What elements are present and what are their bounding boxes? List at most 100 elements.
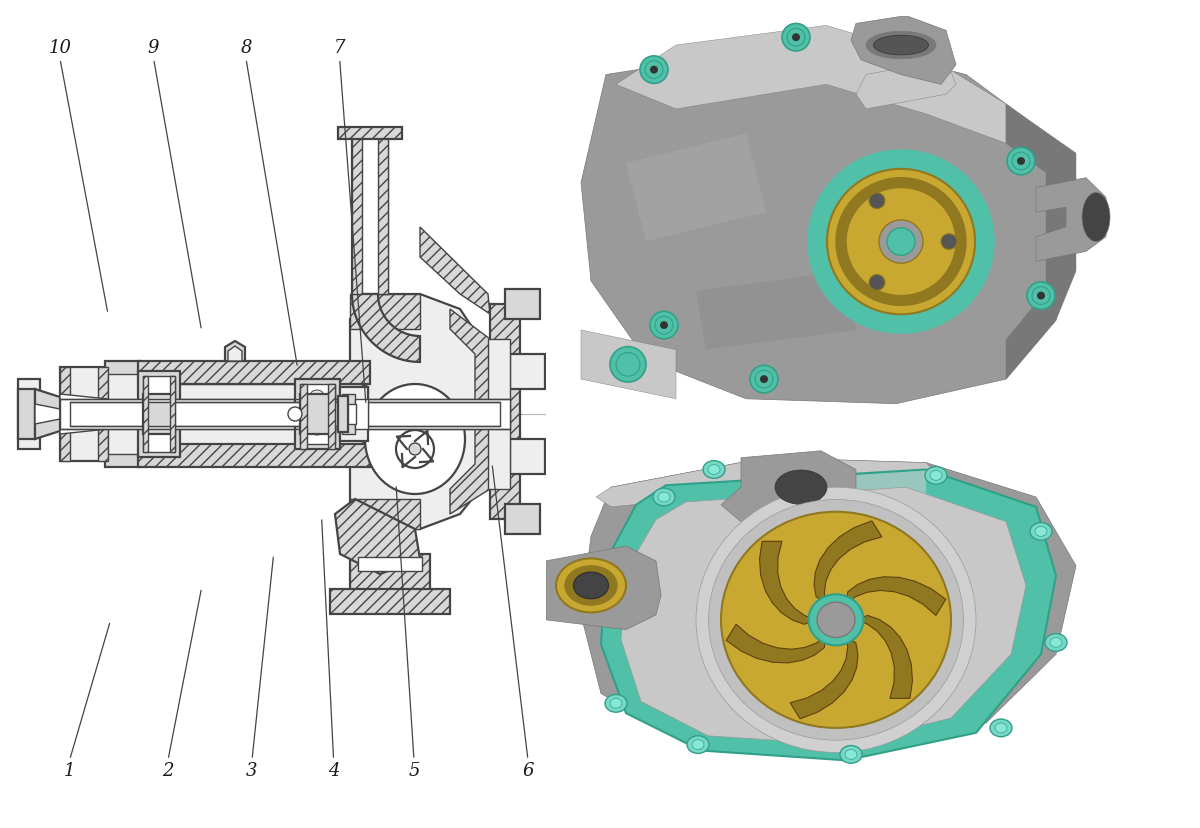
Polygon shape bbox=[1036, 179, 1106, 262]
Ellipse shape bbox=[840, 746, 862, 763]
Polygon shape bbox=[505, 290, 540, 320]
Text: 8: 8 bbox=[240, 39, 252, 57]
Text: 10: 10 bbox=[48, 39, 72, 57]
Bar bbox=[156, 407, 164, 421]
Ellipse shape bbox=[869, 275, 886, 291]
Polygon shape bbox=[348, 405, 356, 425]
Ellipse shape bbox=[598, 585, 610, 595]
Bar bbox=[166, 407, 174, 421]
Ellipse shape bbox=[866, 32, 936, 60]
Ellipse shape bbox=[708, 500, 964, 740]
Bar bbox=[60, 400, 510, 430]
Polygon shape bbox=[328, 384, 335, 450]
Polygon shape bbox=[488, 339, 510, 489]
Polygon shape bbox=[546, 546, 661, 630]
Ellipse shape bbox=[696, 488, 976, 753]
Ellipse shape bbox=[869, 194, 886, 209]
Polygon shape bbox=[228, 347, 242, 362]
Polygon shape bbox=[856, 60, 956, 110]
Ellipse shape bbox=[288, 407, 302, 421]
Text: 2: 2 bbox=[162, 761, 174, 779]
Polygon shape bbox=[581, 458, 1076, 758]
Ellipse shape bbox=[845, 749, 857, 759]
Ellipse shape bbox=[1007, 148, 1034, 176]
Wedge shape bbox=[836, 570, 956, 670]
Text: 7: 7 bbox=[334, 39, 346, 57]
Ellipse shape bbox=[1082, 193, 1110, 243]
Polygon shape bbox=[300, 394, 335, 435]
Ellipse shape bbox=[930, 471, 942, 481]
Polygon shape bbox=[338, 128, 402, 140]
Polygon shape bbox=[35, 389, 60, 440]
Polygon shape bbox=[350, 295, 420, 330]
Polygon shape bbox=[581, 330, 676, 399]
Ellipse shape bbox=[311, 391, 323, 398]
Ellipse shape bbox=[1034, 527, 1046, 537]
Text: 4: 4 bbox=[328, 761, 340, 779]
Polygon shape bbox=[18, 389, 35, 440]
Ellipse shape bbox=[565, 566, 617, 605]
Polygon shape bbox=[510, 354, 545, 389]
Bar bbox=[70, 402, 500, 426]
Polygon shape bbox=[746, 471, 926, 509]
Ellipse shape bbox=[686, 736, 709, 753]
Ellipse shape bbox=[941, 234, 958, 250]
Ellipse shape bbox=[782, 24, 810, 52]
Polygon shape bbox=[138, 362, 370, 384]
Polygon shape bbox=[420, 228, 490, 315]
Polygon shape bbox=[726, 624, 826, 663]
Polygon shape bbox=[510, 440, 545, 474]
Ellipse shape bbox=[311, 427, 323, 436]
Ellipse shape bbox=[995, 723, 1007, 733]
Ellipse shape bbox=[556, 559, 626, 613]
Polygon shape bbox=[340, 388, 368, 441]
Polygon shape bbox=[622, 488, 1026, 744]
Polygon shape bbox=[350, 554, 430, 599]
Polygon shape bbox=[60, 394, 108, 435]
Ellipse shape bbox=[792, 34, 800, 42]
Polygon shape bbox=[143, 377, 148, 452]
Polygon shape bbox=[350, 499, 420, 529]
Polygon shape bbox=[505, 504, 540, 534]
Ellipse shape bbox=[760, 376, 768, 383]
Text: 3: 3 bbox=[246, 761, 258, 779]
Polygon shape bbox=[138, 372, 180, 457]
Ellipse shape bbox=[1027, 282, 1055, 310]
Ellipse shape bbox=[809, 595, 864, 646]
Polygon shape bbox=[626, 134, 766, 243]
Ellipse shape bbox=[311, 403, 323, 412]
Ellipse shape bbox=[878, 221, 923, 264]
Ellipse shape bbox=[703, 461, 725, 479]
Text: 1: 1 bbox=[64, 761, 76, 779]
Ellipse shape bbox=[775, 470, 827, 505]
Polygon shape bbox=[138, 445, 370, 468]
Polygon shape bbox=[108, 374, 140, 455]
Polygon shape bbox=[60, 368, 108, 461]
Polygon shape bbox=[60, 368, 70, 461]
Polygon shape bbox=[138, 384, 370, 445]
Polygon shape bbox=[856, 616, 912, 699]
Ellipse shape bbox=[1018, 158, 1025, 166]
Text: 6: 6 bbox=[522, 761, 534, 779]
Ellipse shape bbox=[311, 416, 323, 423]
Ellipse shape bbox=[409, 444, 421, 455]
Ellipse shape bbox=[396, 431, 434, 469]
Polygon shape bbox=[851, 17, 956, 85]
Ellipse shape bbox=[750, 366, 778, 393]
Ellipse shape bbox=[650, 312, 678, 339]
Ellipse shape bbox=[1037, 292, 1045, 301]
Ellipse shape bbox=[593, 582, 616, 599]
Polygon shape bbox=[696, 272, 856, 350]
Polygon shape bbox=[490, 305, 520, 519]
Ellipse shape bbox=[887, 229, 916, 256]
Polygon shape bbox=[596, 458, 946, 508]
Polygon shape bbox=[106, 362, 140, 468]
Text: 9: 9 bbox=[148, 39, 160, 57]
Polygon shape bbox=[143, 377, 175, 452]
Polygon shape bbox=[330, 590, 450, 614]
Polygon shape bbox=[814, 521, 882, 604]
Polygon shape bbox=[355, 400, 368, 430]
Ellipse shape bbox=[708, 465, 720, 474]
Ellipse shape bbox=[836, 179, 966, 306]
Polygon shape bbox=[790, 636, 858, 719]
